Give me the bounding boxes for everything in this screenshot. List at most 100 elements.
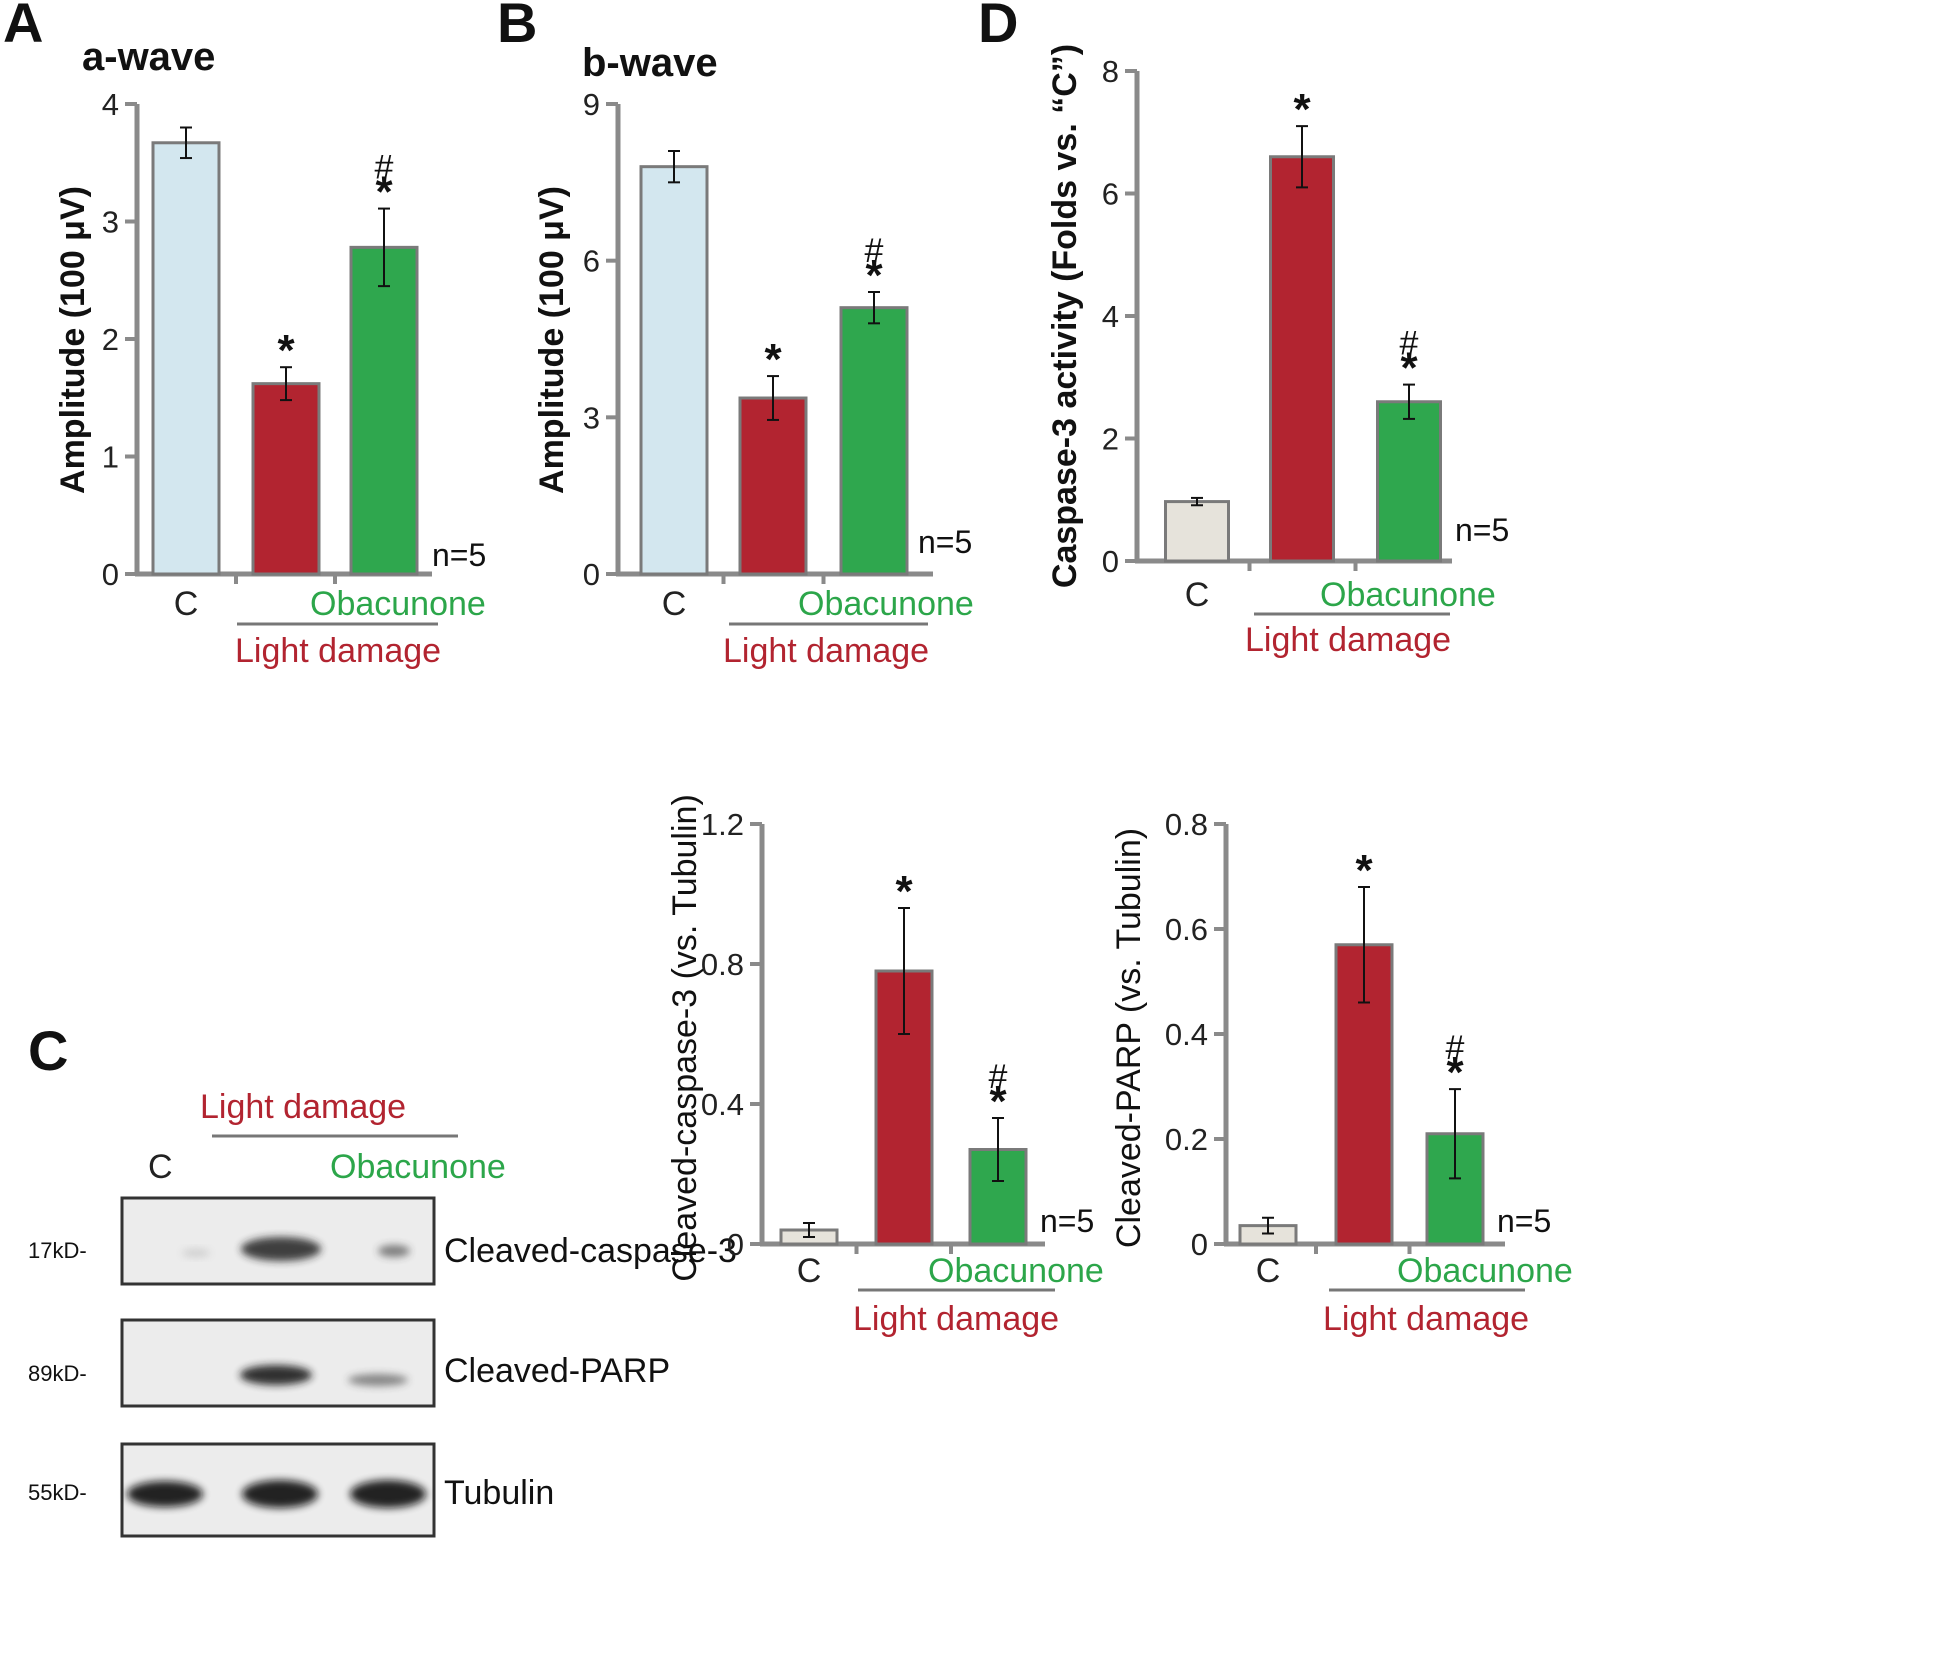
sample-size-label: n=5 (918, 524, 972, 560)
y-axis-label: Cleaved-PARP (vs. Tubulin) (1110, 828, 1148, 1248)
y-tick-label: 0 (1191, 1227, 1208, 1262)
obacunone-label: Obacunone (310, 585, 486, 623)
sample-size-label: n=5 (1040, 1203, 1094, 1239)
bar (839, 306, 909, 576)
wb-light-damage-label: Light damage (200, 1088, 406, 1126)
y-tick-label: 1.2 (701, 807, 744, 842)
wb-mw-label: 55kD- (28, 1480, 87, 1505)
significance-hash: # (865, 232, 884, 270)
blot-band (241, 1237, 321, 1261)
y-tick-label: 0.2 (1165, 1122, 1208, 1157)
blot-band (348, 1374, 408, 1386)
panel-letter: A (3, 0, 43, 54)
blot-row-tubulin: 55kD- Tubulin (28, 1442, 554, 1538)
wb-mw-label: 89kD- (28, 1361, 87, 1386)
y-tick-label: 0.8 (701, 947, 744, 982)
sample-size-label: n=5 (1497, 1203, 1551, 1239)
y-tick-label: 0.4 (1165, 1017, 1208, 1052)
wb-row-label: Tubulin (444, 1474, 554, 1512)
y-tick-label: 8 (1102, 54, 1119, 89)
y-tick-label: 3 (583, 400, 600, 435)
bar (1376, 400, 1442, 563)
blot-band (378, 1245, 410, 1257)
obacunone-label: Obacunone (928, 1252, 1104, 1290)
significance-hash: # (375, 149, 394, 187)
light-damage-label: Light damage (853, 1300, 1059, 1338)
y-tick-label: 0.6 (1165, 912, 1208, 947)
y-tick-label: 4 (102, 87, 119, 122)
y-tick-label: 1 (102, 440, 119, 475)
y-tick-label: 6 (1102, 177, 1119, 212)
significance-hash: # (1400, 325, 1419, 363)
bar (1164, 500, 1230, 563)
significance-asterisk: * (865, 251, 883, 300)
bar (738, 396, 808, 576)
bar (151, 141, 221, 576)
y-tick-label: 3 (102, 205, 119, 240)
panel-letter: B (497, 0, 537, 54)
light-damage-label: Light damage (235, 632, 441, 670)
wb-lane-label-c: C (148, 1148, 173, 1186)
bar (251, 382, 321, 576)
y-tick-label: 0 (1102, 544, 1119, 579)
significance-asterisk: * (1355, 846, 1373, 895)
western-blot-panel: C Light damage C Obacunone 17kD- Cleaved… (28, 1019, 737, 1538)
blot-band (240, 1365, 312, 1385)
y-axis-label: Caspase-3 activity (Folds vs. “C”) (1046, 44, 1084, 588)
blot-row-cleaved-parp: 89kD- Cleaved-PARP (28, 1318, 670, 1408)
panel-letter-c: C (28, 1019, 68, 1082)
wb-row-label: Cleaved-caspase-3 (444, 1232, 737, 1270)
light-damage-label: Light damage (1323, 1300, 1529, 1338)
sample-size-label: n=5 (432, 537, 486, 573)
y-tick-label: 0 (102, 557, 119, 592)
bar-chart-d: D Caspase-3 activity (Folds vs. “C”) 0 2 4 6 8… (978, 0, 1509, 659)
significance-asterisk: * (895, 867, 913, 916)
wb-lane-label-obacunone: Obacunone (330, 1148, 506, 1186)
y-tick-label: 9 (583, 87, 600, 122)
y-tick-label: 0.4 (701, 1087, 744, 1122)
y-tick-label: 2 (102, 322, 119, 357)
significance-asterisk: * (764, 335, 782, 384)
significance-asterisk: * (1293, 85, 1311, 134)
blot-band (127, 1481, 203, 1507)
x-category-label: C (662, 585, 687, 623)
blot-band (182, 1249, 210, 1257)
x-category-label: C (174, 585, 199, 623)
x-category-label: C (1185, 576, 1210, 614)
light-damage-label: Light damage (1245, 621, 1451, 659)
significance-hash: # (989, 1058, 1008, 1096)
obacunone-label: Obacunone (798, 585, 974, 623)
significance-asterisk: * (1400, 344, 1418, 393)
bar (639, 165, 709, 576)
blot-band (350, 1480, 426, 1508)
bar-chart-c4: Cleaved-PARP (vs. Tubulin) 0 0.2 0.4 0.6 0.8 *… (1110, 807, 1573, 1338)
significance-asterisk: * (277, 326, 295, 375)
y-axis-label: Amplitude (100 μV) (54, 186, 92, 494)
bar-chart-c3: Cleaved-caspase-3 (vs. Tubulin) 0 0.4 0.8 1.… (666, 794, 1104, 1338)
obacunone-label: Obacunone (1397, 1252, 1573, 1290)
blot-row-cleaved-caspase3: 17kD- Cleaved-caspase-3 (28, 1196, 737, 1286)
y-tick-label: 6 (583, 244, 600, 279)
y-tick-label: 0 (727, 1227, 744, 1262)
bar (1269, 155, 1335, 563)
blot-frame (120, 1318, 436, 1408)
significance-asterisk: * (989, 1077, 1007, 1126)
light-damage-label: Light damage (723, 632, 929, 670)
significance-hash: # (1446, 1029, 1465, 1067)
y-axis-label: Cleaved-caspase-3 (vs. Tubulin) (666, 794, 704, 1282)
chart-title: a-wave (82, 35, 215, 79)
x-category-label: C (797, 1252, 822, 1290)
blot-band (242, 1480, 318, 1508)
x-category-label: C (1256, 1252, 1281, 1290)
sample-size-label: n=5 (1455, 512, 1509, 548)
bar (349, 245, 419, 576)
y-tick-label: 2 (1102, 422, 1119, 457)
y-tick-label: 0.8 (1165, 807, 1208, 842)
wb-mw-label: 17kD- (28, 1238, 87, 1263)
y-axis-label: Amplitude (100 μV) (533, 186, 571, 494)
